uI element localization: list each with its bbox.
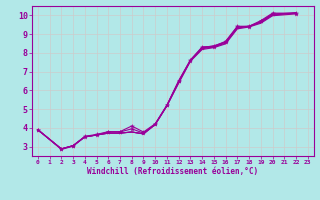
X-axis label: Windchill (Refroidissement éolien,°C): Windchill (Refroidissement éolien,°C) [87, 167, 258, 176]
